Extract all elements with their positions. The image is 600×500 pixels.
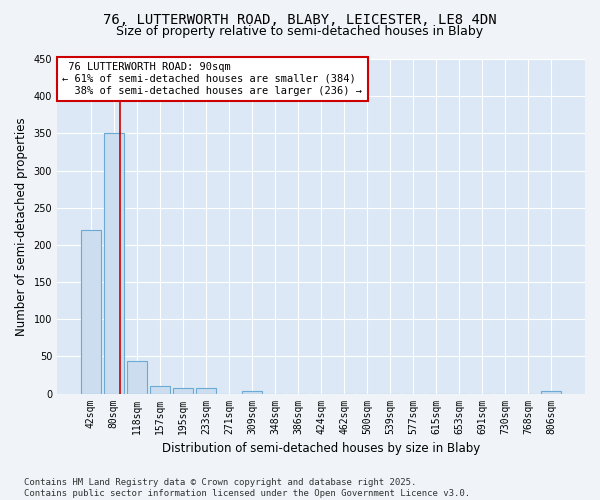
X-axis label: Distribution of semi-detached houses by size in Blaby: Distribution of semi-detached houses by …: [162, 442, 480, 455]
Y-axis label: Number of semi-detached properties: Number of semi-detached properties: [15, 117, 28, 336]
Bar: [104, 134, 124, 394]
Bar: [150, 386, 170, 394]
Text: 76, LUTTERWORTH ROAD, BLABY, LEICESTER, LE8 4DN: 76, LUTTERWORTH ROAD, BLABY, LEICESTER, …: [103, 12, 497, 26]
Bar: [81, 230, 101, 394]
Text: Contains HM Land Registry data © Crown copyright and database right 2025.
Contai: Contains HM Land Registry data © Crown c…: [24, 478, 470, 498]
Bar: [127, 361, 146, 394]
Text: 76 LUTTERWORTH ROAD: 90sqm
← 61% of semi-detached houses are smaller (384)
  38%: 76 LUTTERWORTH ROAD: 90sqm ← 61% of semi…: [62, 62, 362, 96]
Bar: [541, 392, 561, 394]
Bar: [242, 390, 262, 394]
Bar: [196, 388, 216, 394]
Bar: [173, 388, 193, 394]
Text: Size of property relative to semi-detached houses in Blaby: Size of property relative to semi-detach…: [116, 25, 484, 38]
